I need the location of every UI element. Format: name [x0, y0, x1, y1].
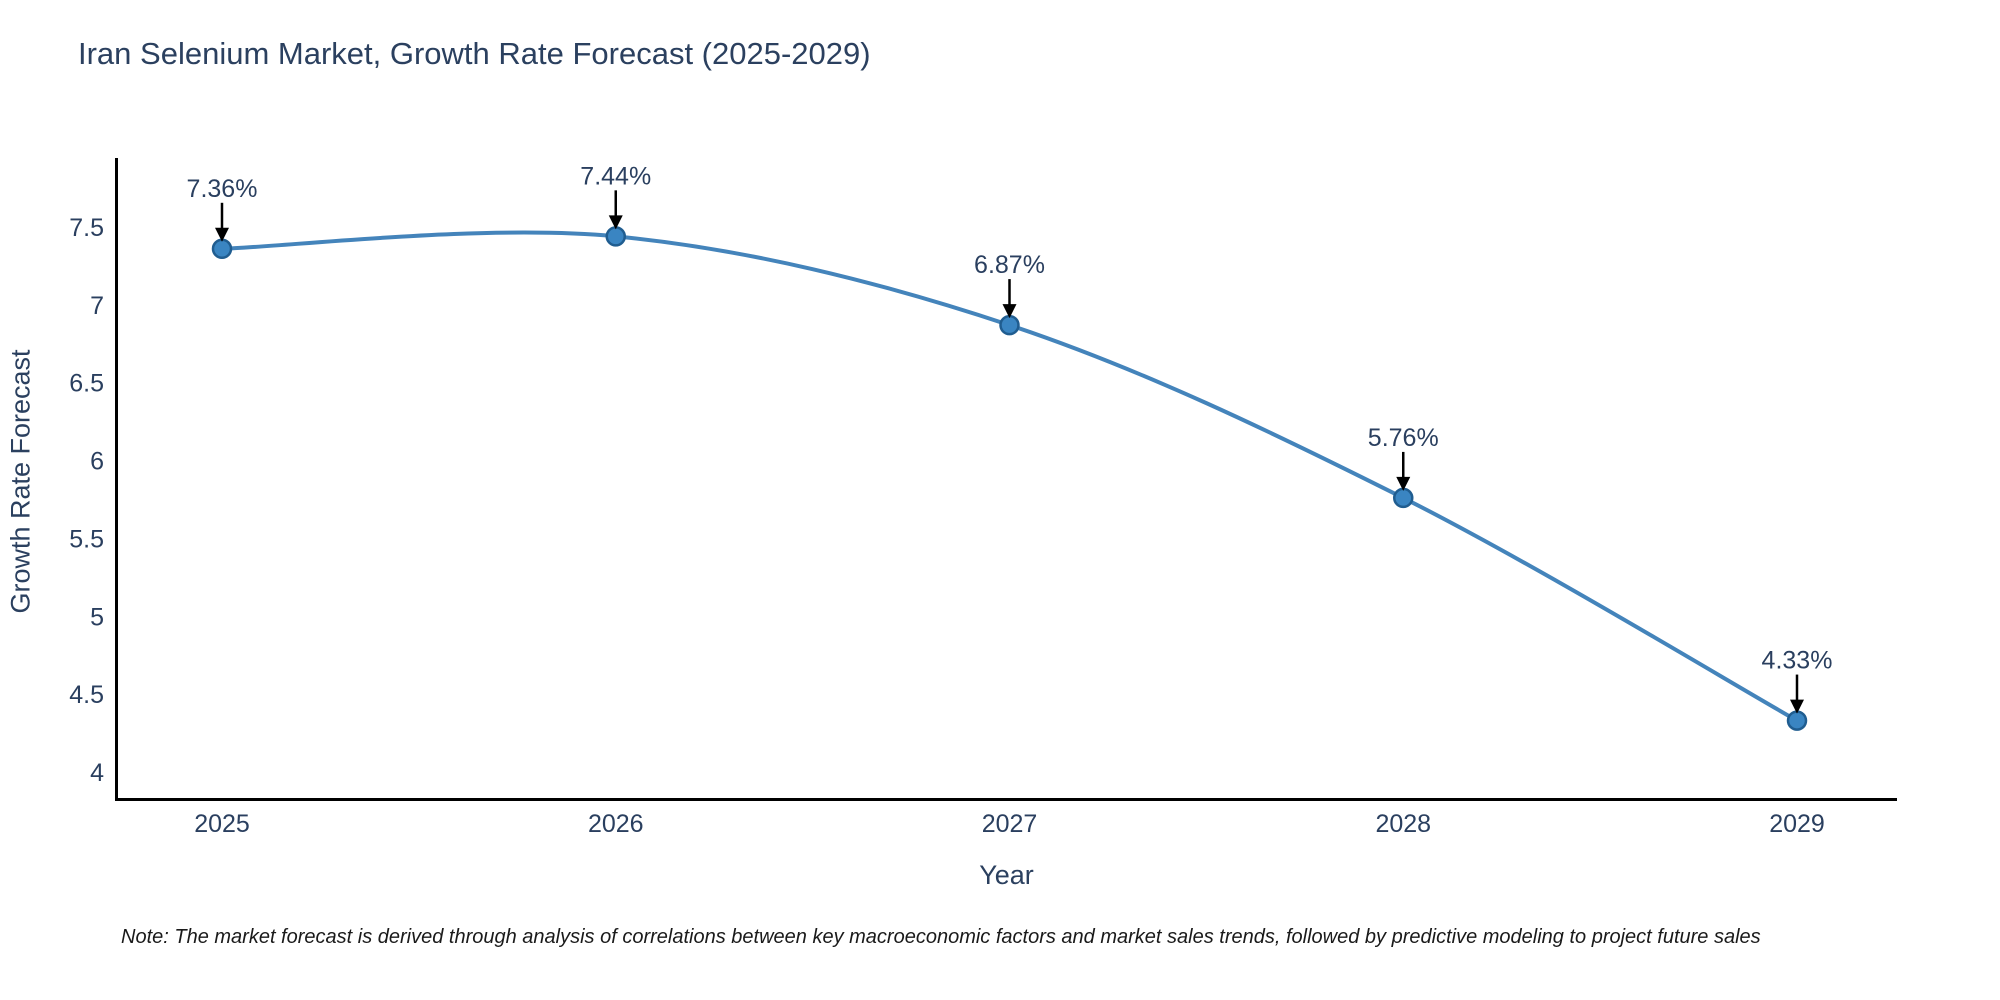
- annotation-arrowhead: [215, 227, 229, 242]
- x-tick-label: 2027: [982, 810, 1038, 838]
- y-tick-label: 6: [90, 448, 104, 476]
- data-point-label: 7.44%: [580, 162, 651, 190]
- x-tick-label: 2029: [1769, 810, 1825, 838]
- data-point-marker: [211, 238, 233, 260]
- y-axis-label: Growth Rate Forecast: [5, 349, 36, 614]
- annotation-arrowhead: [1396, 476, 1411, 491]
- footnote: Note: The market forecast is derived thr…: [121, 926, 1761, 948]
- data-point-marker: [999, 314, 1020, 336]
- x-tick-label: 2025: [194, 810, 250, 838]
- y-tick-label: 4: [90, 759, 104, 787]
- x-tick-label: 2028: [1375, 810, 1431, 838]
- data-point-marker: [1786, 710, 1808, 731]
- y-tick-label: 7: [90, 292, 104, 320]
- data-point-label: 5.76%: [1368, 424, 1439, 452]
- y-tick-label: 4.5: [69, 681, 104, 709]
- data-point-label: 6.87%: [974, 251, 1045, 279]
- y-tick-label: 5: [90, 603, 104, 631]
- data-point-marker: [1393, 487, 1414, 509]
- annotation-arrowhead: [608, 215, 623, 230]
- data-point-marker: [605, 226, 626, 247]
- data-point-label: 4.33%: [1762, 647, 1833, 675]
- y-tick-label: 7.5: [69, 214, 104, 242]
- x-tick-label: 2026: [588, 810, 644, 838]
- y-tick-label: 6.5: [69, 370, 104, 398]
- x-axis-label: Year: [979, 860, 1034, 890]
- annotation-arrowhead: [1790, 699, 1804, 714]
- annotation-arrowhead: [1002, 304, 1017, 319]
- chart-title: Iran Selenium Market, Growth Rate Foreca…: [78, 36, 871, 71]
- y-tick-label: 5.5: [69, 525, 104, 553]
- data-point-label: 7.36%: [187, 175, 258, 203]
